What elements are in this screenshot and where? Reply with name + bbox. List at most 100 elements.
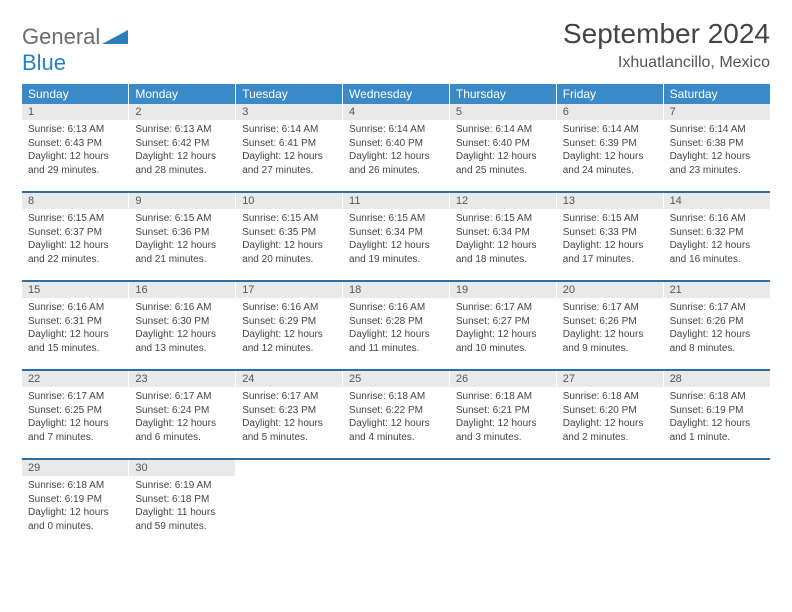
day-data-cell: Sunrise: 6:14 AMSunset: 6:39 PMDaylight:… <box>556 120 663 192</box>
day-data-cell: Sunrise: 6:13 AMSunset: 6:42 PMDaylight:… <box>129 120 236 192</box>
daylight-line: Daylight: 11 hours and 59 minutes. <box>135 506 229 533</box>
sunrise-line: Sunrise: 6:14 AM <box>349 123 443 137</box>
sunset-line: Sunset: 6:36 PM <box>135 226 229 240</box>
sunset-line: Sunset: 6:39 PM <box>563 137 657 151</box>
daylight-line: Daylight: 12 hours and 9 minutes. <box>563 328 657 355</box>
sunrise-line: Sunrise: 6:14 AM <box>670 123 764 137</box>
sunrise-line: Sunrise: 6:18 AM <box>563 390 657 404</box>
day-data-cell: Sunrise: 6:17 AMSunset: 6:26 PMDaylight:… <box>556 298 663 370</box>
sunrise-line: Sunrise: 6:14 AM <box>563 123 657 137</box>
sunset-line: Sunset: 6:19 PM <box>28 493 122 507</box>
day-number-cell: 23 <box>129 370 236 387</box>
daylight-line: Daylight: 12 hours and 26 minutes. <box>349 150 443 177</box>
daylight-line: Daylight: 12 hours and 24 minutes. <box>563 150 657 177</box>
day-data-cell: Sunrise: 6:15 AMSunset: 6:35 PMDaylight:… <box>236 209 343 281</box>
sunrise-line: Sunrise: 6:15 AM <box>563 212 657 226</box>
sunrise-line: Sunrise: 6:16 AM <box>242 301 336 315</box>
day-data-row: Sunrise: 6:13 AMSunset: 6:43 PMDaylight:… <box>22 120 770 192</box>
weekday-header: Thursday <box>449 84 556 104</box>
sunset-line: Sunset: 6:32 PM <box>670 226 764 240</box>
day-number-cell: 29 <box>22 459 129 476</box>
sunset-line: Sunset: 6:37 PM <box>28 226 122 240</box>
day-data-cell <box>663 476 770 548</box>
day-number-row: 891011121314 <box>22 192 770 209</box>
daylight-line: Daylight: 12 hours and 15 minutes. <box>28 328 122 355</box>
sunrise-line: Sunrise: 6:16 AM <box>670 212 764 226</box>
day-data-cell: Sunrise: 6:18 AMSunset: 6:21 PMDaylight:… <box>449 387 556 459</box>
logo: General Blue <box>22 18 128 76</box>
day-data-cell: Sunrise: 6:16 AMSunset: 6:32 PMDaylight:… <box>663 209 770 281</box>
daylight-line: Daylight: 12 hours and 7 minutes. <box>28 417 122 444</box>
logo-triangle-icon <box>102 26 128 46</box>
sunset-line: Sunset: 6:19 PM <box>670 404 764 418</box>
day-number-cell: 25 <box>343 370 450 387</box>
logo-word1: General <box>22 24 100 49</box>
day-number-cell: 19 <box>449 281 556 298</box>
day-number-cell: 20 <box>556 281 663 298</box>
day-data-row: Sunrise: 6:18 AMSunset: 6:19 PMDaylight:… <box>22 476 770 548</box>
day-number-cell: 21 <box>663 281 770 298</box>
day-data-cell: Sunrise: 6:17 AMSunset: 6:24 PMDaylight:… <box>129 387 236 459</box>
daylight-line: Daylight: 12 hours and 29 minutes. <box>28 150 122 177</box>
day-number-cell: 1 <box>22 104 129 120</box>
weekday-header: Wednesday <box>343 84 450 104</box>
day-data-cell: Sunrise: 6:14 AMSunset: 6:41 PMDaylight:… <box>236 120 343 192</box>
day-number-row: 2930 <box>22 459 770 476</box>
sunset-line: Sunset: 6:26 PM <box>563 315 657 329</box>
daylight-line: Daylight: 12 hours and 11 minutes. <box>349 328 443 355</box>
sunset-line: Sunset: 6:28 PM <box>349 315 443 329</box>
day-data-cell: Sunrise: 6:19 AMSunset: 6:18 PMDaylight:… <box>129 476 236 548</box>
day-data-cell: Sunrise: 6:17 AMSunset: 6:23 PMDaylight:… <box>236 387 343 459</box>
sunrise-line: Sunrise: 6:17 AM <box>670 301 764 315</box>
sunset-line: Sunset: 6:35 PM <box>242 226 336 240</box>
day-number-cell: 28 <box>663 370 770 387</box>
daylight-line: Daylight: 12 hours and 25 minutes. <box>456 150 550 177</box>
daylight-line: Daylight: 12 hours and 23 minutes. <box>670 150 764 177</box>
day-number-cell: 17 <box>236 281 343 298</box>
daylight-line: Daylight: 12 hours and 28 minutes. <box>135 150 229 177</box>
daylight-line: Daylight: 12 hours and 4 minutes. <box>349 417 443 444</box>
day-data-cell: Sunrise: 6:17 AMSunset: 6:27 PMDaylight:… <box>449 298 556 370</box>
daylight-line: Daylight: 12 hours and 12 minutes. <box>242 328 336 355</box>
day-number-row: 22232425262728 <box>22 370 770 387</box>
daylight-line: Daylight: 12 hours and 17 minutes. <box>563 239 657 266</box>
day-data-cell: Sunrise: 6:16 AMSunset: 6:30 PMDaylight:… <box>129 298 236 370</box>
day-data-cell: Sunrise: 6:16 AMSunset: 6:28 PMDaylight:… <box>343 298 450 370</box>
day-data-cell: Sunrise: 6:17 AMSunset: 6:26 PMDaylight:… <box>663 298 770 370</box>
day-data-cell: Sunrise: 6:18 AMSunset: 6:19 PMDaylight:… <box>663 387 770 459</box>
day-number-cell: 30 <box>129 459 236 476</box>
title-block: September 2024 Ixhuatlancillo, Mexico <box>563 18 770 72</box>
sunset-line: Sunset: 6:43 PM <box>28 137 122 151</box>
sunrise-line: Sunrise: 6:18 AM <box>456 390 550 404</box>
sunrise-line: Sunrise: 6:15 AM <box>456 212 550 226</box>
sunset-line: Sunset: 6:41 PM <box>242 137 336 151</box>
sunset-line: Sunset: 6:34 PM <box>456 226 550 240</box>
weekday-header: Saturday <box>663 84 770 104</box>
sunrise-line: Sunrise: 6:17 AM <box>135 390 229 404</box>
sunrise-line: Sunrise: 6:16 AM <box>349 301 443 315</box>
day-number-cell <box>556 459 663 476</box>
daylight-line: Daylight: 12 hours and 0 minutes. <box>28 506 122 533</box>
day-number-cell: 3 <box>236 104 343 120</box>
day-data-cell <box>343 476 450 548</box>
day-number-cell: 2 <box>129 104 236 120</box>
day-number-cell: 5 <box>449 104 556 120</box>
day-number-cell <box>663 459 770 476</box>
sunrise-line: Sunrise: 6:14 AM <box>242 123 336 137</box>
day-number-cell: 12 <box>449 192 556 209</box>
sunrise-line: Sunrise: 6:18 AM <box>349 390 443 404</box>
daylight-line: Daylight: 12 hours and 2 minutes. <box>563 417 657 444</box>
sunrise-line: Sunrise: 6:18 AM <box>28 479 122 493</box>
sunset-line: Sunset: 6:29 PM <box>242 315 336 329</box>
sunset-line: Sunset: 6:33 PM <box>563 226 657 240</box>
day-number-cell: 4 <box>343 104 450 120</box>
sunrise-line: Sunrise: 6:17 AM <box>28 390 122 404</box>
location: Ixhuatlancillo, Mexico <box>563 54 770 72</box>
day-data-row: Sunrise: 6:15 AMSunset: 6:37 PMDaylight:… <box>22 209 770 281</box>
sunset-line: Sunset: 6:42 PM <box>135 137 229 151</box>
daylight-line: Daylight: 12 hours and 22 minutes. <box>28 239 122 266</box>
sunrise-line: Sunrise: 6:16 AM <box>135 301 229 315</box>
weekday-header-row: Sunday Monday Tuesday Wednesday Thursday… <box>22 84 770 104</box>
sunset-line: Sunset: 6:38 PM <box>670 137 764 151</box>
daylight-line: Daylight: 12 hours and 20 minutes. <box>242 239 336 266</box>
